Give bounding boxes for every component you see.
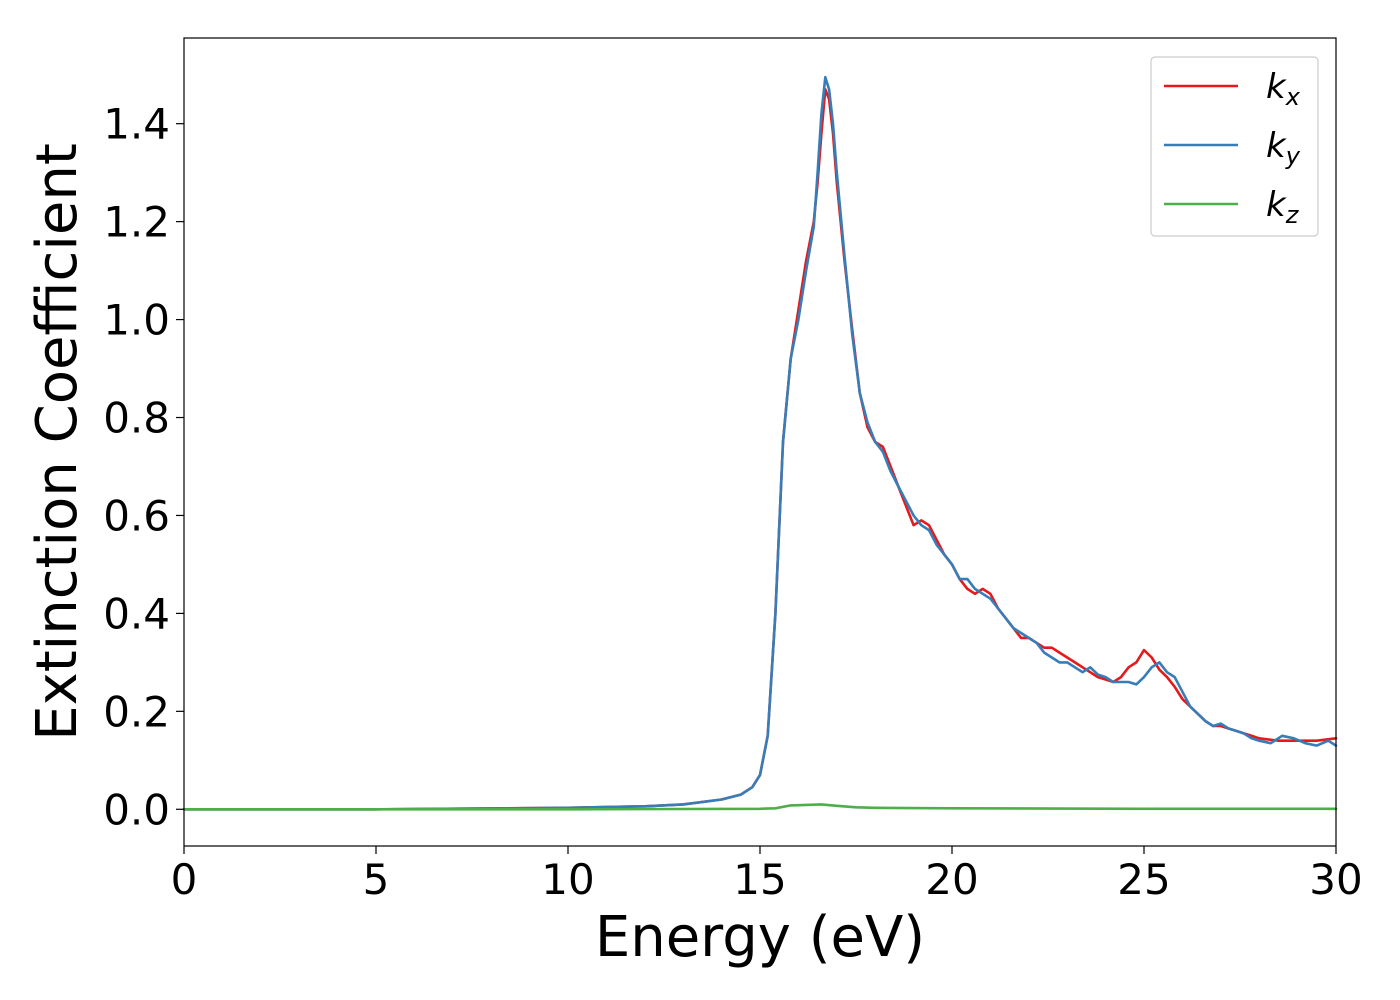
- x-tick-label: 25: [1117, 855, 1170, 904]
- y-tick-label: 1.4: [103, 100, 170, 149]
- y-axis-ticks: 0.0 0.2 0.4 0.6 0.8 1.0 1.2 1.4: [103, 100, 184, 834]
- y-axis-title: Extinction Coefficient: [25, 143, 90, 741]
- legend-label-ky: ky: [1266, 126, 1301, 170]
- legend: kx ky kz: [1150, 56, 1319, 237]
- series-line-kz: [182, 803, 1338, 811]
- series-line-ky: [182, 75, 1338, 811]
- legend-label-kx: kx: [1266, 67, 1301, 111]
- legend-box: [1150, 56, 1319, 237]
- x-tick-label: 20: [925, 855, 978, 904]
- y-tick-label: 0.6: [103, 491, 170, 540]
- y-tick-label: 0.0: [103, 785, 170, 834]
- x-axis-title: Energy (eV): [595, 905, 925, 970]
- x-tick-label: 10: [541, 855, 594, 904]
- x-axis-ticks: 0 5 10 15 20 25 30: [171, 846, 1363, 904]
- x-tick-label: 15: [733, 855, 786, 904]
- y-tick-label: 0.2: [103, 687, 170, 736]
- y-tick-label: 0.8: [103, 394, 170, 443]
- y-tick-label: 1.2: [103, 198, 170, 247]
- legend-label-kz: kz: [1266, 185, 1300, 229]
- y-tick-label: 1.0: [103, 296, 170, 345]
- x-tick-label: 30: [1309, 855, 1362, 904]
- plot-area: [184, 38, 1336, 846]
- series-lines: [182, 75, 1338, 811]
- y-tick-label: 0.4: [103, 589, 170, 638]
- x-tick-label: 5: [363, 855, 390, 904]
- x-tick-label: 0: [171, 855, 198, 904]
